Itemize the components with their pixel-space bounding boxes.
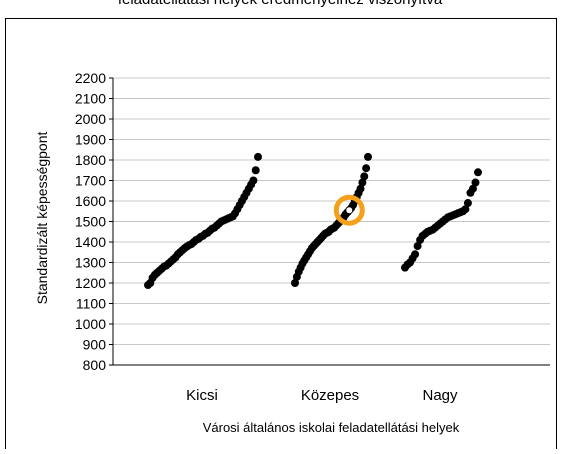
- highlight-ring: [333, 194, 365, 226]
- point: [291, 279, 299, 287]
- point: [358, 178, 367, 187]
- point: [360, 172, 369, 181]
- x-tick-label: Közepes: [301, 387, 359, 404]
- y-tick-label: 900: [83, 337, 107, 353]
- x-tick-label: Kicsi: [186, 387, 218, 404]
- y-tick-label: 1600: [75, 193, 106, 209]
- y-tick-label: 1300: [75, 255, 106, 271]
- point: [254, 152, 262, 161]
- point: [413, 242, 422, 251]
- point: [474, 168, 482, 177]
- highlight-center: [346, 207, 353, 214]
- point: [411, 250, 420, 259]
- point: [461, 205, 470, 214]
- point: [356, 184, 365, 193]
- frame: [5, 18, 557, 454]
- y-tick-label: 1200: [75, 275, 106, 291]
- y-tick-label: 2100: [75, 91, 106, 107]
- y-tick-label: 1500: [75, 214, 106, 230]
- point: [471, 178, 480, 187]
- point: [249, 176, 258, 185]
- y-tick-label: 2200: [75, 70, 106, 86]
- y-tick-label: 1000: [75, 316, 106, 332]
- x-axis-label: Városi általános iskolai feladatellátási…: [203, 420, 460, 435]
- point: [468, 184, 477, 193]
- y-tick-label: 1800: [75, 152, 106, 168]
- y-tick-label: 1100: [76, 296, 106, 312]
- y-tick-label: 2000: [75, 111, 106, 127]
- point: [362, 164, 371, 173]
- x-tick-label: Nagy: [422, 387, 458, 404]
- y-tick-label: 800: [83, 357, 107, 373]
- point: [251, 166, 260, 175]
- y-tick-label: 1700: [75, 173, 106, 189]
- y-axis-label: Standardizált képességpont: [34, 132, 50, 305]
- y-tick-label: 1900: [75, 132, 106, 148]
- chart-title: feladatellátási helyek eredményeihez vis…: [118, 0, 443, 8]
- point: [463, 199, 472, 208]
- point: [364, 152, 372, 161]
- y-tick-label: 1400: [75, 234, 106, 250]
